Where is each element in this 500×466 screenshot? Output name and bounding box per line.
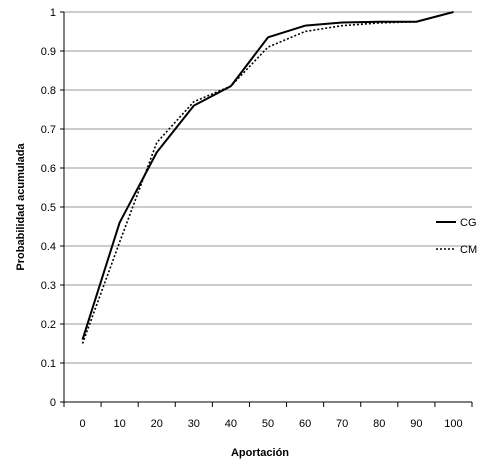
x-tick-label: 10 (114, 418, 126, 430)
axes (60, 11, 473, 407)
y-tick-label: 0.8 (41, 85, 56, 97)
legend-label-cm: CM (460, 244, 477, 256)
x-tick-label: 90 (410, 418, 422, 430)
y-tick-label: 0.2 (41, 319, 56, 331)
y-axis-title: Probabilidad acumulada (15, 143, 27, 271)
legend: CG CM (436, 217, 477, 256)
x-tick-label: 50 (262, 418, 274, 430)
y-tick-label: 0.5 (41, 202, 56, 214)
y-tick-label: 1 (50, 7, 56, 19)
y-tick-label: 0.3 (41, 280, 56, 292)
y-tick-label: 0.4 (41, 241, 56, 253)
series-line-cg (81, 11, 454, 340)
y-tick-label: 0.6 (41, 163, 56, 175)
y-tick-label: 0.9 (41, 46, 56, 58)
y-tick-label: 0.1 (41, 358, 56, 370)
x-axis-title: Aportación (231, 447, 289, 459)
x-tick-label: 30 (188, 418, 200, 430)
x-tick-label: 20 (151, 418, 163, 430)
series-lines (81, 11, 454, 344)
x-tick-label: 80 (373, 418, 385, 430)
x-tick-labels: 0 10 20 30 40 50 60 70 80 90 100 (79, 418, 462, 430)
y-tick-labels: 0 0.1 0.2 0.3 0.4 0.5 0.6 0.7 0.8 0.9 1 (41, 7, 56, 409)
x-tick-label: 70 (336, 418, 348, 430)
y-tick-label: 0 (50, 397, 56, 409)
x-tick-label: 60 (299, 418, 311, 430)
series-line-cm (81, 11, 454, 344)
x-tick-label: 40 (225, 418, 237, 430)
y-tick-label: 0.7 (41, 124, 56, 136)
gridlines (64, 11, 472, 364)
legend-label-cg: CG (460, 217, 477, 229)
x-tick-label: 0 (79, 418, 85, 430)
x-tick-label: 100 (444, 418, 462, 430)
